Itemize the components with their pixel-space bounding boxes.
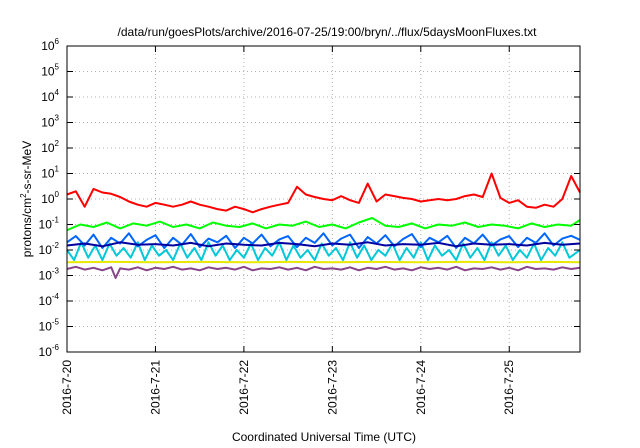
y-tick-exp: 3 [55, 114, 60, 123]
y-axis-label-base: protons/cm [20, 198, 34, 257]
y-tick-exp: 1 [55, 165, 60, 174]
y-tick-base: 10 [41, 65, 55, 79]
chart-title: /data/run/goesPlots/archive/2016-07-25/1… [118, 25, 538, 39]
y-tick-exp: -1 [52, 216, 60, 225]
y-axis-label: protons/cm2-s-sr-MeV [19, 141, 34, 257]
y-tick-base: 10 [41, 116, 55, 130]
y-tick-base: 10 [39, 320, 53, 334]
series-line-4 [66, 232, 581, 249]
y-tick-exp: 6 [55, 37, 60, 46]
x-tick-label: 2016-7-24 [414, 360, 428, 415]
x-tick-label: 2016-7-21 [148, 360, 162, 415]
x-tick-label: 2016-7-20 [60, 360, 74, 415]
y-tick-exp: -3 [52, 267, 60, 276]
x-axis: 2016-7-20 2016-7-21 2016-7-22 2016-7-23 2016… [60, 46, 516, 415]
y-tick-base: 10 [41, 90, 55, 104]
series-layer [66, 172, 581, 279]
y-tick-label: 100 [41, 190, 59, 206]
x-tick-label: 2016-7-23 [325, 360, 339, 415]
y-tick-label: 104 [41, 88, 59, 104]
y-tick-label: 101 [41, 165, 59, 181]
y-tick-label: 10-3 [39, 267, 60, 283]
series-line-3 [66, 241, 581, 262]
y-tick-label: 105 [41, 63, 59, 79]
y-tick-exp: 2 [55, 139, 60, 148]
y-tick-label: 10-4 [39, 292, 60, 308]
y-axis-label-sup: 2 [19, 193, 28, 198]
y-tick-exp: 0 [55, 190, 60, 199]
y-tick-base: 10 [39, 243, 53, 257]
series-line-5 [66, 241, 581, 248]
y-tick-base: 10 [41, 192, 55, 206]
x-axis-label: Coordinated Universal Time (UTC) [232, 430, 416, 444]
y-tick-base: 10 [39, 218, 53, 232]
series-line-1 [66, 172, 581, 214]
y-tick-label: 10-5 [39, 318, 60, 334]
y-tick-base: 10 [41, 39, 55, 53]
y-axis-label-rest: -s-sr-MeV [20, 141, 34, 194]
y-tick-label: 102 [41, 139, 59, 155]
y-axis: 10-610-510-410-310-210-11001011021031041… [39, 37, 580, 359]
y-tick-exp: -5 [52, 318, 60, 327]
y-tick-label: 106 [41, 37, 59, 53]
y-tick-base: 10 [41, 141, 55, 155]
y-tick-exp: -2 [52, 241, 60, 250]
y-tick-label: 103 [41, 114, 59, 130]
y-tick-base: 10 [41, 167, 55, 181]
series-line-2 [66, 217, 581, 232]
x-tick-label: 2016-7-22 [237, 360, 251, 415]
y-tick-base: 10 [39, 294, 53, 308]
series-line-7 [66, 265, 581, 279]
y-tick-base: 10 [39, 269, 53, 283]
y-tick-exp: -6 [52, 343, 60, 352]
x-tick-label: 2016-7-25 [502, 360, 516, 415]
y-tick-exp: 5 [55, 63, 60, 72]
y-tick-base: 10 [39, 345, 53, 359]
y-tick-exp: 4 [55, 88, 60, 97]
y-tick-label: 10-6 [39, 343, 60, 359]
y-tick-label: 10-2 [39, 241, 60, 257]
y-tick-exp: -4 [52, 292, 60, 301]
y-tick-label: 10-1 [39, 216, 60, 232]
